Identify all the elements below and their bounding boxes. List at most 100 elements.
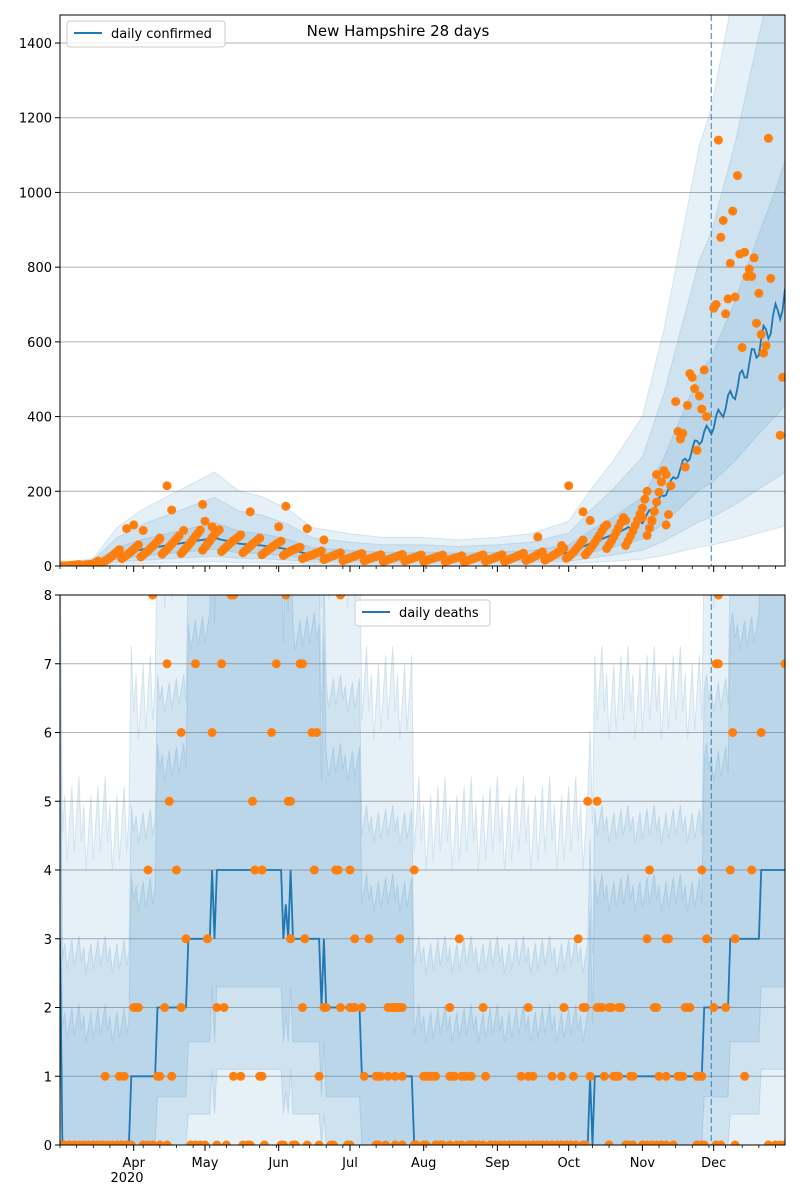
bottom-data-point <box>219 1003 229 1012</box>
bottom-data-point <box>267 728 277 737</box>
bottom-data-point <box>397 1140 407 1145</box>
top-legend-label: daily confirmed <box>111 27 212 42</box>
top-data-point <box>255 533 265 543</box>
bottom-data-point <box>592 796 602 806</box>
top-data-point <box>761 341 771 351</box>
top-data-point <box>637 503 647 513</box>
bottom-data-point <box>286 796 296 806</box>
bottom-data-point <box>725 865 735 875</box>
bottom-data-point <box>438 1140 448 1145</box>
bottom-data-point <box>350 934 360 944</box>
bottom-data-point <box>580 1140 590 1145</box>
bottom-data-point <box>236 1071 246 1081</box>
bottom-data-point <box>628 1071 638 1081</box>
bottom-data-point <box>257 865 267 875</box>
top-data-point <box>138 526 148 535</box>
top-data-point <box>578 535 588 545</box>
top-data-point <box>642 486 652 496</box>
top-data-point <box>538 547 547 557</box>
xtick-label-jul: Jul <box>341 1156 358 1171</box>
top-data-point <box>649 506 659 516</box>
top-data-point <box>281 501 291 511</box>
bottom-data-point <box>250 865 260 875</box>
bottom-data-point <box>654 1071 664 1081</box>
bottom-data-point <box>747 865 757 875</box>
bottom-data-point <box>207 728 217 737</box>
bottom-data-point <box>728 728 738 737</box>
top-data-point <box>621 515 631 525</box>
bottom-data-point <box>614 1071 624 1081</box>
bottom-data-point <box>333 865 343 875</box>
top-data-point <box>585 515 595 525</box>
bottom-data-point <box>597 1003 607 1012</box>
top-data-point <box>214 525 224 535</box>
top-data-point <box>162 481 172 491</box>
bottom-data-point <box>661 1071 671 1081</box>
bottom-data-point <box>445 1003 455 1012</box>
xtick-label-apr: Apr <box>122 1156 145 1171</box>
top-data-point <box>763 133 773 143</box>
top-data-point <box>754 288 764 298</box>
bottom-data-point <box>523 1003 533 1012</box>
bottom-data-point <box>740 1071 750 1081</box>
top-data-point <box>747 272 757 281</box>
xtick-label-sep: Sep <box>485 1156 510 1171</box>
bottom-data-point <box>397 1003 407 1012</box>
bottom-data-point <box>314 1071 324 1081</box>
bottom-data-point <box>229 1071 238 1081</box>
bottom-data-point <box>568 1071 578 1081</box>
bottom-data-point <box>481 1071 490 1081</box>
bottom-data-point <box>547 1071 557 1081</box>
xtick-label-oct: Oct <box>557 1156 579 1171</box>
bottom-data-point <box>395 934 405 944</box>
top-y-axis: 0 200 400 600 800 1000 1200 1400 <box>19 37 60 575</box>
bottom-ytick-label-4: 4 <box>44 864 52 879</box>
bottom-data-point <box>697 1071 707 1081</box>
bottom-data-point <box>697 865 707 875</box>
bottom-data-point <box>217 659 227 669</box>
top-data-point <box>730 292 740 302</box>
bottom-data-point <box>259 1140 269 1145</box>
bottom-data-point <box>713 659 723 669</box>
top-data-point <box>564 481 574 491</box>
top-data-point <box>167 505 177 515</box>
top-data-point <box>652 470 662 479</box>
top-data-point <box>195 525 205 535</box>
bottom-data-point <box>668 1140 678 1145</box>
top-data-point <box>664 510 673 519</box>
top-data-point <box>778 372 785 382</box>
xtick-label-nov: Nov <box>630 1156 656 1171</box>
bottom-data-point <box>604 1140 614 1145</box>
bottom-data-point <box>478 1003 488 1012</box>
bottom-data-point <box>516 1071 526 1081</box>
top-data-point <box>728 206 738 216</box>
top-chart-title: New Hampshire 28 days <box>307 22 490 40</box>
bottom-data-point <box>200 1140 210 1145</box>
bottom-data-point <box>457 1140 467 1145</box>
top-data-point <box>711 300 721 309</box>
bottom-data-point <box>571 1140 581 1145</box>
bottom-data-point <box>607 1003 616 1012</box>
top-data-point <box>637 512 647 522</box>
top-data-point <box>744 264 754 274</box>
bottom-data-point <box>780 659 785 669</box>
bottom-data-point <box>155 1140 165 1145</box>
bottom-data-point <box>685 1003 695 1012</box>
top-data-point <box>656 477 666 487</box>
top-data-point <box>200 516 210 526</box>
xtick-label-jun: Jun <box>268 1156 289 1171</box>
top-data-point <box>236 530 246 540</box>
bottom-data-point <box>181 934 191 944</box>
top-data-point <box>640 494 650 504</box>
top-axes-frame <box>59 14 786 567</box>
bottom-data-point <box>466 1071 476 1081</box>
top-data-point <box>740 247 750 257</box>
bottom-data-point <box>699 1140 709 1145</box>
top-data-point <box>295 542 305 552</box>
bottom-ytick-label-8: 8 <box>44 589 52 604</box>
top-observed-points <box>60 133 785 566</box>
bottom-data-point <box>221 1140 231 1145</box>
bottom-data-point <box>164 796 174 806</box>
top-data-point <box>756 329 766 339</box>
bottom-data-point <box>390 1071 400 1081</box>
